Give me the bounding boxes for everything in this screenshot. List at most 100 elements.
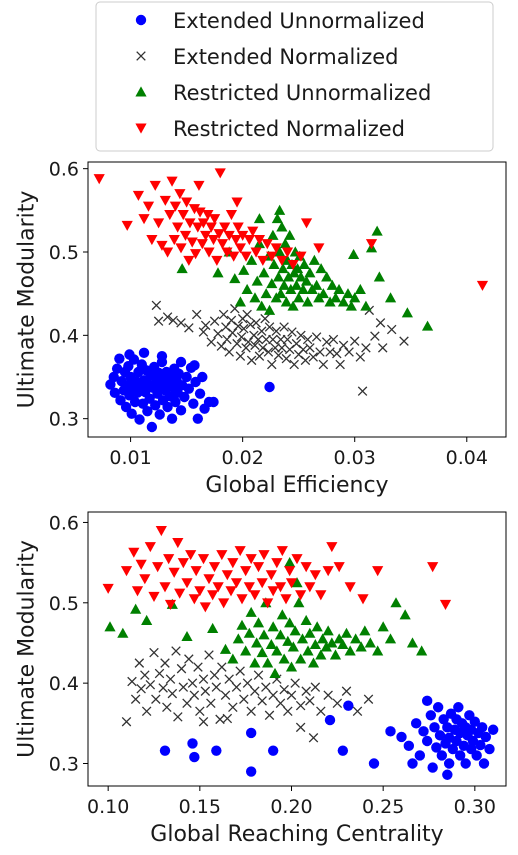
data-down-triangle bbox=[315, 590, 327, 601]
data-down-triangle bbox=[121, 220, 133, 231]
data-up-triangle bbox=[297, 283, 309, 294]
data-up-triangle bbox=[295, 653, 307, 664]
data-down-triangle bbox=[131, 586, 144, 597]
data-point bbox=[421, 735, 433, 747]
data-up-triangle bbox=[277, 263, 289, 274]
data-x-mark bbox=[158, 683, 168, 693]
data-up-triangle bbox=[256, 300, 268, 311]
data-down-triangle bbox=[249, 590, 261, 601]
data-point bbox=[134, 414, 145, 425]
data-down-triangle bbox=[203, 247, 215, 258]
data-up-triangle bbox=[298, 258, 310, 269]
data-down-triangle bbox=[252, 562, 265, 573]
data-up-triangle bbox=[260, 288, 272, 299]
data-x-mark bbox=[178, 682, 189, 692]
data-x-mark bbox=[301, 686, 311, 696]
data-up-triangle bbox=[344, 645, 356, 656]
data-x-mark bbox=[286, 690, 297, 700]
data-x-mark bbox=[335, 359, 345, 370]
data-down-triangle bbox=[240, 251, 252, 262]
data-x-mark bbox=[282, 334, 293, 345]
data-point bbox=[478, 758, 490, 769]
data-point bbox=[138, 347, 150, 359]
data-point bbox=[183, 383, 195, 394]
x-tick-label: 0.01 bbox=[109, 447, 151, 469]
data-point bbox=[175, 356, 187, 368]
data-down-triangle bbox=[284, 566, 296, 577]
data-down-triangle bbox=[177, 558, 189, 569]
data-down-triangle bbox=[181, 578, 193, 589]
x-tick-label: 0.02 bbox=[221, 447, 263, 469]
data-up-triangle bbox=[329, 649, 342, 660]
data-up-triangle bbox=[308, 254, 320, 265]
data-up-triangle bbox=[311, 621, 323, 632]
data-down-triangle bbox=[304, 582, 316, 593]
data-point bbox=[436, 750, 448, 761]
data-x-mark bbox=[130, 694, 141, 704]
legend-frame bbox=[95, 1, 494, 152]
data-down-triangle bbox=[194, 586, 206, 597]
data-down-triangle bbox=[174, 588, 186, 599]
data-x-mark bbox=[250, 340, 260, 351]
data-point bbox=[179, 391, 190, 403]
data-x-mark bbox=[300, 355, 311, 366]
data-up-triangle bbox=[256, 647, 268, 658]
data-x-mark bbox=[162, 702, 172, 713]
data-x-mark bbox=[236, 332, 247, 342]
data-point bbox=[166, 413, 178, 424]
data-down-triangle bbox=[276, 255, 288, 266]
data-x-mark bbox=[216, 341, 227, 351]
data-x-mark bbox=[239, 694, 249, 704]
data-point bbox=[108, 371, 119, 383]
data-x-mark bbox=[211, 682, 222, 692]
data-up-triangle bbox=[295, 271, 307, 282]
data-up-triangle bbox=[141, 614, 153, 625]
data-point bbox=[264, 381, 275, 393]
data-up-triangle bbox=[278, 279, 290, 290]
data-down-triangle bbox=[211, 255, 223, 266]
data-point bbox=[407, 758, 418, 769]
data-x-mark bbox=[145, 679, 156, 690]
data-down-triangle bbox=[257, 255, 269, 266]
data-point bbox=[170, 396, 181, 408]
data-up-triangle bbox=[290, 279, 303, 290]
data-x-mark bbox=[332, 698, 343, 708]
data-point bbox=[337, 745, 349, 756]
data-x-mark bbox=[377, 343, 388, 353]
data-up-triangle bbox=[291, 577, 303, 588]
data-up-triangle bbox=[282, 271, 295, 282]
data-down-triangle bbox=[179, 230, 192, 241]
data-up-triangle bbox=[271, 645, 283, 656]
data-up-triangle bbox=[284, 229, 296, 240]
data-down-triangle bbox=[243, 235, 255, 246]
data-up-triangle bbox=[117, 627, 129, 638]
data-point bbox=[451, 735, 462, 747]
data-x-mark bbox=[271, 326, 282, 336]
data-down-triangle bbox=[219, 222, 231, 233]
data-point bbox=[194, 388, 206, 399]
data-down-triangle bbox=[188, 204, 201, 215]
data-point bbox=[208, 396, 219, 408]
data-up-triangle bbox=[287, 641, 299, 652]
data-up-triangle bbox=[340, 627, 353, 638]
data-up-triangle bbox=[300, 614, 312, 625]
data-up-triangle bbox=[282, 635, 294, 646]
data-x-mark bbox=[239, 323, 249, 334]
data-up-triangle bbox=[276, 609, 288, 620]
data-up-triangle bbox=[275, 288, 287, 299]
data-down-triangle bbox=[265, 570, 277, 581]
data-up-triangle bbox=[285, 283, 297, 294]
data-up-triangle bbox=[320, 641, 332, 652]
y-tick-label: 0.5 bbox=[49, 593, 79, 615]
data-point bbox=[443, 758, 455, 769]
data-down-triangle bbox=[213, 229, 225, 240]
data-x-mark bbox=[260, 313, 270, 324]
data-point bbox=[425, 710, 437, 721]
data-down-triangle bbox=[227, 558, 239, 569]
data-x-mark bbox=[198, 674, 209, 684]
data-x-mark bbox=[245, 319, 256, 330]
data-down-triangle bbox=[189, 249, 202, 260]
data-down-triangle bbox=[231, 197, 243, 208]
data-up-triangle bbox=[349, 292, 361, 303]
